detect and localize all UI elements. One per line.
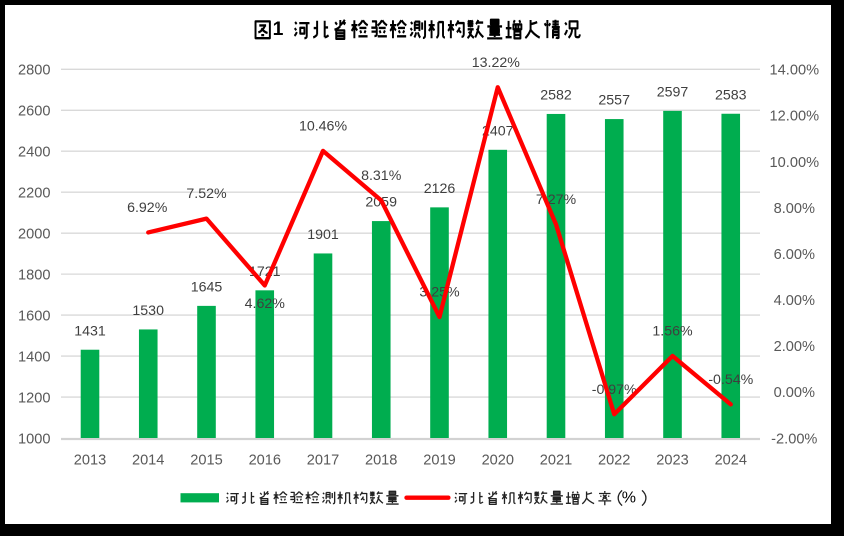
svg-text:2800: 2800	[18, 63, 50, 79]
svg-text:1800: 1800	[18, 267, 50, 283]
svg-text:7.52%: 7.52%	[186, 186, 227, 202]
svg-text:-0.54%: -0.54%	[708, 372, 753, 388]
svg-text:1901: 1901	[307, 227, 339, 243]
svg-text:6.92%: 6.92%	[127, 200, 168, 216]
svg-text:2023: 2023	[656, 452, 688, 468]
svg-text:4.62%: 4.62%	[245, 296, 286, 312]
svg-text:4.00%: 4.00%	[774, 293, 815, 309]
svg-text:2000: 2000	[18, 226, 50, 242]
svg-text:2597: 2597	[657, 84, 689, 100]
svg-text:2013: 2013	[74, 452, 106, 468]
svg-text:1600: 1600	[18, 308, 50, 324]
svg-text:2557: 2557	[598, 93, 630, 109]
svg-text:2024: 2024	[715, 452, 747, 468]
svg-text:12.00%: 12.00%	[770, 109, 820, 125]
svg-text:2407: 2407	[482, 123, 514, 139]
svg-text:1200: 1200	[18, 390, 50, 406]
svg-text:2.00%: 2.00%	[774, 339, 815, 355]
svg-text:14.00%: 14.00%	[770, 63, 820, 79]
svg-text:8.31%: 8.31%	[361, 168, 402, 184]
svg-text:2017: 2017	[307, 452, 339, 468]
svg-text:-0.97%: -0.97%	[592, 382, 637, 398]
svg-text:-2.00%: -2.00%	[771, 431, 817, 447]
svg-text:2600: 2600	[18, 104, 50, 120]
svg-text:2583: 2583	[715, 87, 747, 103]
svg-text:6.00%: 6.00%	[774, 247, 815, 263]
svg-text:2022: 2022	[598, 452, 630, 468]
svg-text:1.56%: 1.56%	[652, 324, 693, 340]
svg-text:2400: 2400	[18, 145, 50, 161]
svg-text:1: 1	[273, 18, 284, 40]
svg-text:2014: 2014	[132, 452, 164, 468]
svg-text:2126: 2126	[424, 181, 456, 197]
svg-text:10.00%: 10.00%	[770, 155, 820, 171]
svg-text:2016: 2016	[249, 452, 281, 468]
svg-text:2200: 2200	[18, 186, 50, 202]
svg-text:10.46%: 10.46%	[299, 118, 348, 134]
svg-text:2020: 2020	[482, 452, 514, 468]
svg-text:1000: 1000	[18, 431, 50, 447]
svg-text:1431: 1431	[74, 323, 106, 339]
svg-text:2018: 2018	[365, 452, 397, 468]
svg-text:2019: 2019	[423, 452, 455, 468]
svg-text:13.22%: 13.22%	[472, 55, 521, 71]
svg-text:2015: 2015	[190, 452, 222, 468]
svg-text:1645: 1645	[191, 279, 223, 295]
svg-text:1530: 1530	[132, 303, 164, 319]
svg-text:8.00%: 8.00%	[774, 201, 815, 217]
svg-text:1400: 1400	[18, 349, 50, 365]
svg-text:2582: 2582	[540, 88, 572, 104]
svg-text:2021: 2021	[540, 452, 572, 468]
svg-text:0.00%: 0.00%	[774, 385, 815, 401]
svg-text:%: %	[622, 489, 636, 506]
